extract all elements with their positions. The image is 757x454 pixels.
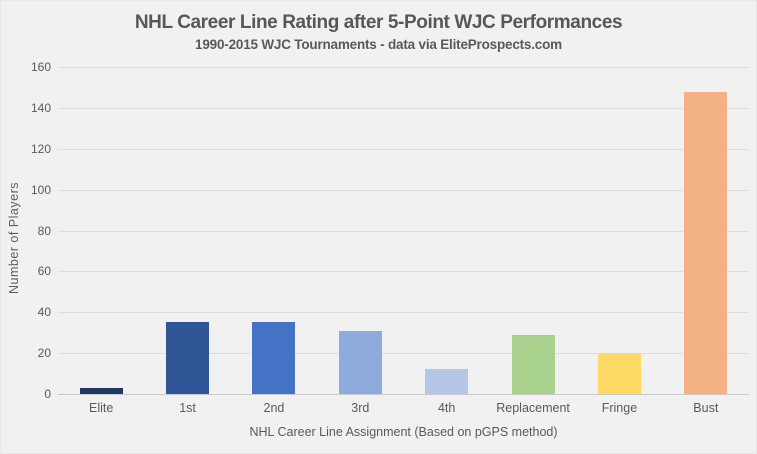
x-tick-label-2nd: 2nd (263, 401, 285, 415)
bar-slot-fringe (576, 67, 662, 394)
bar-slot-1st (144, 67, 230, 394)
y-tick-label-60: 60 (37, 264, 51, 279)
y-tick-label-100: 100 (30, 182, 51, 197)
gridline-120 (58, 148, 749, 150)
bar-bust (684, 91, 728, 394)
y-tick-label-80: 80 (37, 223, 51, 238)
gridline-40 (58, 312, 749, 314)
gridline-60 (58, 271, 749, 273)
bar-4th (425, 369, 469, 394)
chart-title: NHL Career Line Rating after 5-Point WJC… (134, 12, 623, 33)
x-tick-label-4th: 4th (437, 401, 456, 415)
x-axis-title: NHL Career Line Assignment (Based on pGP… (249, 425, 558, 439)
bar-fringe (597, 353, 641, 394)
gridline-80 (58, 230, 749, 232)
bar-slot-elite (58, 67, 144, 394)
y-tick-label-0: 0 (44, 387, 51, 401)
x-tick-label-elite: Elite (89, 401, 114, 415)
gridline-160 (58, 67, 749, 68)
bar-slot-replacement (490, 67, 576, 394)
x-tick-label-replacement: Replacement (496, 401, 570, 415)
bar-3rd (338, 330, 382, 394)
x-tick-label-fringe: Fringe (601, 401, 638, 415)
y-tick-label-120: 120 (30, 141, 51, 156)
bar-slot-bust (663, 67, 749, 394)
y-tick-label-160: 160 (30, 60, 51, 74)
gridline-0 (58, 394, 749, 395)
y-tick-label-40: 40 (37, 305, 51, 320)
bar-slot-2nd (231, 67, 317, 394)
x-tick-label-bust: Bust (693, 401, 719, 415)
bar-1st (166, 322, 210, 394)
bar-2nd (252, 322, 296, 394)
gridline-140 (58, 107, 749, 109)
bar-replacement (511, 334, 555, 394)
x-tick-label-3rd: 3rd (351, 401, 370, 415)
gridline-100 (58, 189, 749, 191)
plot-area (58, 67, 749, 395)
y-tick-label-20: 20 (37, 346, 51, 361)
bar-slot-3rd (317, 67, 403, 394)
bar-elite (79, 387, 123, 394)
y-tick-label-140: 140 (30, 100, 51, 115)
x-axis-ticks: Elite 1st 2nd 3rd 4th Replacement Fringe Bust (58, 401, 749, 415)
x-tick-label-1st: 1st (179, 401, 196, 415)
bars-row (58, 67, 749, 394)
chart-subtitle: 1990-2015 WJC Tournaments - data via Eli… (195, 37, 562, 52)
bar-slot-4th (404, 67, 490, 394)
gridline-20 (58, 353, 749, 355)
